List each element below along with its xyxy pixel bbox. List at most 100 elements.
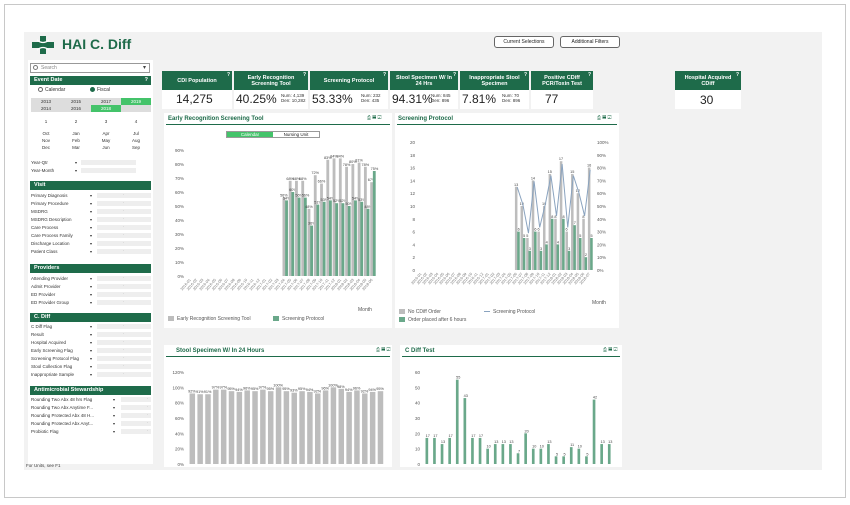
bar-order-after-6h <box>562 218 565 270</box>
help-icon[interactable]: ? <box>302 72 306 78</box>
bar <box>478 437 482 464</box>
filter-label: ED Provider Group <box>31 300 70 305</box>
filter-rounding-two-abx-anytime-f-[interactable]: Rounding Two Abx Anytime F... ▾ · <box>31 404 151 411</box>
early-recognition-title: Early Recognition Screening Tool <box>168 116 264 122</box>
help-icon[interactable]: ? <box>144 77 148 83</box>
month-axis-button[interactable]: Month <box>358 307 372 313</box>
filter-label: MSDRG Description <box>31 217 72 222</box>
data-label: 8 <box>582 215 584 219</box>
additional-filters-button[interactable]: Additional Filters <box>560 36 620 48</box>
filter-ed-provider[interactable]: ED Provider ▾ · <box>31 291 151 298</box>
help-icon[interactable]: ? <box>587 72 591 78</box>
month-item[interactable]: May <box>101 138 111 143</box>
year-month-filter[interactable]: Year-Month ▾ <box>31 167 150 174</box>
filter-primary-procedure[interactable]: Primary Procedure ▾ · <box>31 200 151 207</box>
month-item[interactable]: Nov <box>41 138 50 143</box>
filter-msdrg-description[interactable]: MSDRG Description ▾ · <box>31 216 151 223</box>
quarter-4[interactable]: 4 <box>134 119 138 124</box>
quarter-1[interactable]: 1 <box>44 119 48 124</box>
current-selections-button[interactable]: Current Selections <box>494 36 554 48</box>
data-label: 13 <box>502 440 506 444</box>
filter-inappropriate-sample[interactable]: Inappropriate Sample ▾ · <box>31 371 151 378</box>
y-tick-label: 50% <box>175 204 184 209</box>
bar-order-after-6h <box>578 238 582 270</box>
filter-rounding-protected-abx-anyt-[interactable]: Rounding Protected Abx Anyt... ▾ · <box>31 420 151 427</box>
month-item[interactable]: Mar <box>72 145 80 150</box>
filter-care-process[interactable]: Care Process ▾ · <box>31 224 151 231</box>
screening-protocol-line <box>516 164 591 234</box>
month-item[interactable]: Oct <box>42 131 50 136</box>
filter-rounding-two-abx-48-hrs-flag[interactable]: Rounding Two Abx 48 hrs Flag ▾ · <box>31 396 151 403</box>
filter-admit-provider[interactable]: Admit Provider ▾ · <box>31 283 151 290</box>
bar-order-after-6h <box>567 250 571 270</box>
toggle-nursing-unit[interactable]: Nursing Unit <box>283 132 309 137</box>
month-item[interactable]: Jan <box>72 131 80 136</box>
calendar-radio[interactable]: Calendar <box>38 87 65 93</box>
year-2014[interactable]: 2014 <box>31 105 61 112</box>
year-2019[interactable]: 2019 <box>121 98 151 105</box>
y-tick-label: 8 <box>412 217 415 222</box>
filter-rounding-protected-abx-48-h-[interactable]: Rounding Protected Abx 48 H... ▾ · <box>31 412 151 419</box>
search-input[interactable]: Search ▾ <box>30 63 150 73</box>
help-icon[interactable]: ? <box>735 72 739 78</box>
kpi-label: Stool Specimen W/ In 24 Hrs? <box>390 71 458 90</box>
filter-ed-provider-group[interactable]: ED Provider Group ▾ · <box>31 299 151 306</box>
filter-result[interactable]: Result ▾ · <box>31 331 151 338</box>
data-label: 10 <box>520 202 524 206</box>
chart-tools-icon[interactable]: ⎙ ▤ ☑ <box>367 115 382 121</box>
toggle-calendar[interactable]: Calendar <box>227 132 273 137</box>
bar <box>425 437 429 464</box>
y-tick-label: 0% <box>177 274 184 279</box>
y2-tick-label: 80% <box>597 166 606 171</box>
month-axis-button[interactable]: Month <box>592 300 606 306</box>
filter-msdrg[interactable]: MSDRG ▾ · <box>31 208 151 215</box>
year-2016[interactable]: 2016 <box>61 105 91 112</box>
filter-patient-class[interactable]: Patient Class ▾ · <box>31 248 151 255</box>
bar <box>338 388 345 464</box>
filter-stool-collection-flag[interactable]: Stool Collection Flag ▾ · <box>31 363 151 370</box>
bar-early-recognition <box>345 166 348 276</box>
y-tick-label: 100% <box>172 385 184 390</box>
calendar-nursing-toggle[interactable]: Calendar Nursing Unit <box>226 131 320 138</box>
filter-attending-provider[interactable]: Attending Provider ▾ · <box>31 275 151 282</box>
quarter-3[interactable]: 3 <box>104 119 108 124</box>
bar-order-after-6h <box>590 238 593 270</box>
year-2017[interactable]: 2017 <box>91 98 121 105</box>
chart-tools-icon[interactable]: ⎙ ▤ ☑ <box>597 115 612 121</box>
filter-c-diff-flag[interactable]: C Diff Flag ▾ · <box>31 323 151 330</box>
month-item[interactable]: Dec <box>41 145 50 150</box>
chart-tools-icon[interactable]: ⎙ ▤ ☑ <box>603 347 618 353</box>
filter-primary-diagnosis[interactable]: Primary Diagnosis ▾ · <box>31 192 151 199</box>
data-label: 3 <box>529 247 531 251</box>
filter-hospital-acquired[interactable]: Hospital Acquired ▾ · <box>31 339 151 346</box>
year-2013[interactable]: 2013 <box>31 98 61 105</box>
filter-screening-protocol-flag[interactable]: Screening Protocol Flag ▾ · <box>31 355 151 362</box>
dropdown-icon: ▾ <box>90 225 93 230</box>
fiscal-radio[interactable]: Fiscal <box>90 87 110 93</box>
year-qtr-filter[interactable]: Year-Qtr ▾ <box>31 159 150 166</box>
quarter-2[interactable]: 2 <box>74 119 78 124</box>
data-label: 51% <box>314 201 322 205</box>
year-2015[interactable]: 2015 <box>61 98 91 105</box>
data-label: 10 <box>486 445 490 449</box>
filter-label: Inappropriate Sample <box>31 372 75 377</box>
chart-tools-icon[interactable]: ⎙ ▤ ☑ <box>376 347 391 353</box>
help-icon[interactable]: ? <box>523 72 527 78</box>
bar <box>205 394 211 464</box>
chevron-down-icon[interactable]: ▾ <box>142 65 146 71</box>
month-item[interactable]: Jul <box>133 131 139 136</box>
help-icon[interactable]: ? <box>382 72 386 78</box>
help-icon[interactable]: ? <box>452 72 456 78</box>
data-label: 100% <box>273 383 283 387</box>
filter-discharge-location[interactable]: Discharge Location ▾ · <box>31 240 151 247</box>
year-2018[interactable]: 2018 <box>91 105 121 112</box>
month-item[interactable]: Aug <box>131 138 140 143</box>
month-item[interactable]: Sep <box>131 145 140 150</box>
month-item[interactable]: Jun <box>102 145 110 150</box>
filter-probiotic-flag[interactable]: Probiotic Flag ▾ · <box>31 428 151 435</box>
month-item[interactable]: Feb <box>72 138 80 143</box>
help-icon[interactable]: ? <box>226 72 230 78</box>
filter-care-process-family[interactable]: Care Process Family ▾ · <box>31 232 151 239</box>
month-item[interactable]: Apr <box>102 131 110 136</box>
filter-early-screening-flag[interactable]: Early Screening Flag ▾ · <box>31 347 151 354</box>
